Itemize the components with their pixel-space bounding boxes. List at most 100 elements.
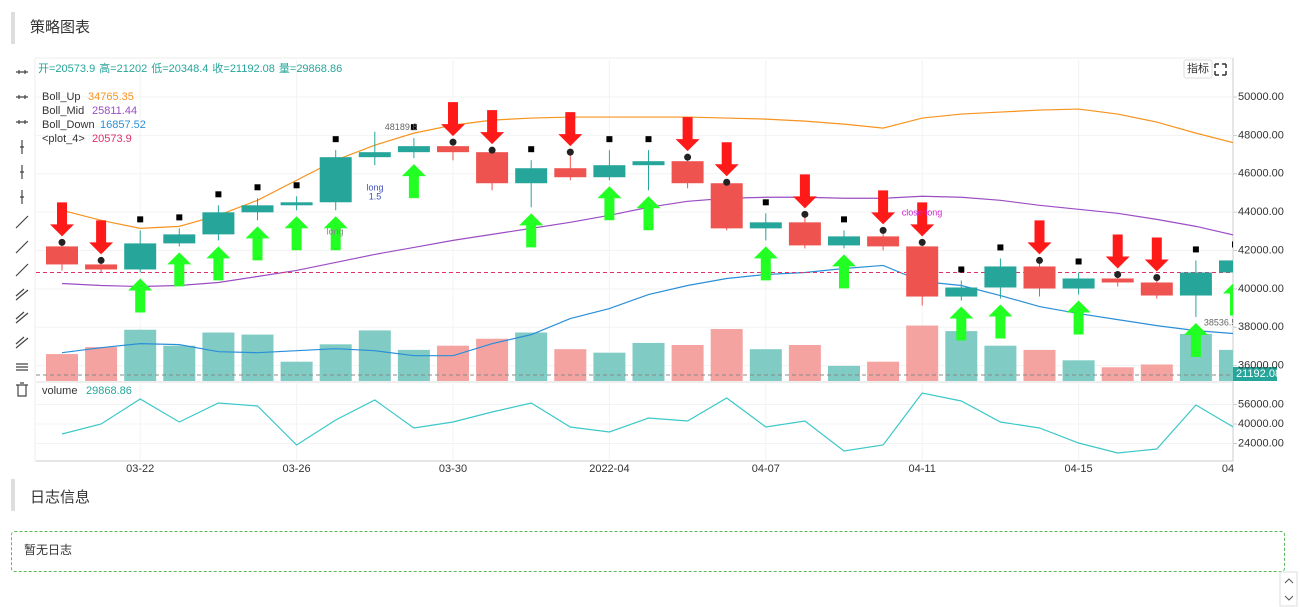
volume-bar <box>163 345 196 381</box>
buy-arrow <box>988 304 1013 339</box>
sell-arrow <box>792 174 817 209</box>
signal-marker <box>997 244 1004 251</box>
sell-icon <box>684 153 692 161</box>
x-tick-label: 2022-04 <box>589 463 629 475</box>
low-label: 38536.5 <box>1204 317 1237 327</box>
y-tick-label: 40000.00 <box>1238 418 1284 430</box>
log-title-bar <box>11 479 15 511</box>
signal-marker <box>1075 258 1082 265</box>
sell-icon <box>488 146 496 154</box>
volume-bar <box>593 352 626 381</box>
y-tick-label: 36000.00 <box>1238 360 1284 372</box>
volume-bar <box>1140 364 1173 381</box>
signal-marker <box>137 216 144 223</box>
volume-legend-value: 29868.86 <box>86 385 132 397</box>
candle-body <box>828 236 860 246</box>
scrollbar[interactable] <box>1279 571 1298 607</box>
y-tick-label: 48000.00 <box>1238 129 1284 141</box>
indicator-button-label[interactable]: 指标 <box>1187 61 1209 75</box>
candle-body <box>1062 278 1095 289</box>
volume-bar <box>906 325 939 381</box>
sell-icon <box>97 256 105 264</box>
sell-arrow <box>441 102 465 137</box>
ohlc-legend: 开=20573.9 高=21202 低=20348.4 收=21192.08 量=298… <box>38 61 342 75</box>
x-tick-label: 04-11 <box>909 463 936 475</box>
ohlc-item: 收=21192.08 <box>212 61 275 75</box>
buy-arrow <box>1223 283 1233 316</box>
buy-arrow <box>1183 322 1208 357</box>
volume-line <box>61 392 1233 454</box>
volume-bar <box>280 361 313 381</box>
volume-bar <box>554 349 587 381</box>
tool-icon <box>15 240 29 254</box>
legend-name: Boll_Mid <box>42 105 84 117</box>
candle-body <box>163 234 196 244</box>
y-tick-label: 38000.00 <box>1238 321 1284 333</box>
candle-body <box>867 236 900 247</box>
volume-bar <box>984 345 1017 381</box>
ohlc-item: 低=20348.4 <box>151 62 208 75</box>
signal-marker <box>1192 246 1199 253</box>
sell-arrow <box>480 110 505 145</box>
page-title: 策略图表 <box>30 19 90 36</box>
sell-icon <box>1153 273 1161 281</box>
price-tag <box>1233 367 1277 381</box>
y-tick-label: 24000.00 <box>1238 437 1284 449</box>
sell-icon <box>1114 270 1122 278</box>
buy-arrow <box>323 216 348 251</box>
buy-arrow <box>128 278 153 313</box>
volume-bar <box>788 345 821 381</box>
buy-arrow <box>519 213 544 248</box>
high-label: 48189.8 <box>385 122 418 132</box>
candle-body <box>515 168 548 184</box>
buy-arrow <box>245 226 270 261</box>
signal-marker <box>958 266 965 273</box>
candle-body <box>85 264 118 270</box>
legend-value: 16857.52 <box>100 119 146 131</box>
y-tick-label: 44000.00 <box>1238 206 1284 218</box>
candle-body <box>280 202 313 206</box>
scroll-up[interactable] <box>1284 578 1294 584</box>
y-tick-label: 56000.00 <box>1238 398 1284 410</box>
legend-value: 34765.35 <box>88 91 134 103</box>
title-bar <box>11 12 15 44</box>
candle-body <box>1219 260 1233 273</box>
sell-arrow <box>558 112 583 147</box>
sell-icon <box>566 148 574 156</box>
tool-icon <box>15 215 29 229</box>
volume-bar <box>710 329 743 381</box>
volume-bar <box>397 349 430 381</box>
sell-arrow <box>714 142 739 177</box>
sell-icon <box>801 210 809 218</box>
candle-body <box>358 152 391 158</box>
volume-bar <box>46 354 78 381</box>
tool-icon <box>15 311 29 324</box>
legend-name: <plot_4> <box>42 133 85 145</box>
sell-icon <box>1036 256 1043 264</box>
candle-body <box>124 243 157 270</box>
buy-arrow <box>949 306 974 341</box>
y-tick-label: 50000.00 <box>1238 91 1284 103</box>
volume-bar <box>85 347 118 381</box>
buy-arrow <box>284 216 309 251</box>
sell-arrow <box>1027 220 1052 255</box>
indicator-line <box>61 264 1233 357</box>
signal-marker <box>841 216 847 223</box>
y-tick-label: 40000.00 <box>1238 283 1284 295</box>
volume-bar <box>828 365 860 381</box>
candle-body <box>241 205 274 213</box>
indicator-button[interactable] <box>1183 59 1213 79</box>
sell-arrow <box>910 202 935 237</box>
fullscreen-icon[interactable] <box>1214 63 1227 76</box>
sell-arrow <box>50 202 74 237</box>
candle-body <box>202 212 235 235</box>
tool-icon <box>20 165 24 179</box>
volume-bar <box>1023 349 1056 381</box>
scroll-down[interactable] <box>1284 595 1294 601</box>
x-tick-label: 04-15 <box>1065 463 1093 475</box>
sell-arrow <box>89 220 114 255</box>
legend-name: Boll_Down <box>42 119 95 131</box>
x-tick-label: 03-22 <box>126 463 154 475</box>
candle-body <box>476 152 509 184</box>
